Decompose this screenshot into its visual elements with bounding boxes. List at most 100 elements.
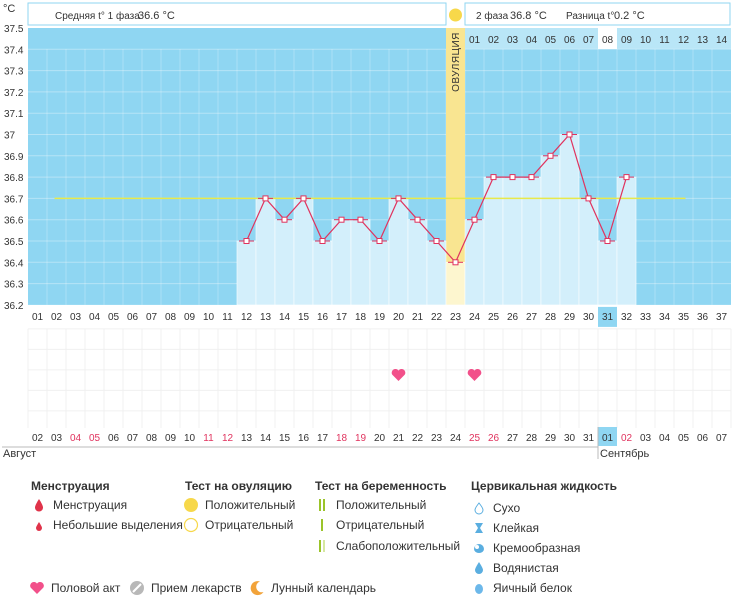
cycle-day-label: 22 [431, 312, 443, 323]
legend-cervical-sticky: Клейкая [471, 520, 539, 536]
phase2-label: 2 фаза [476, 10, 509, 22]
date-label: 09 [165, 433, 177, 444]
legend-label: Яичный белок [493, 581, 572, 595]
circle-filled-icon [183, 497, 199, 513]
ovulation-sun-icon [449, 8, 462, 22]
date-label: 06 [108, 433, 120, 444]
date-label: 07 [127, 433, 139, 444]
phase2-day-label: 04 [526, 35, 538, 46]
date-label: 02 [621, 433, 633, 444]
cycle-day-label: 12 [241, 312, 253, 323]
header-phase1 [27, 2, 447, 26]
date-label: 02 [32, 433, 44, 444]
circle-outline-icon [183, 517, 199, 533]
date-highlight [598, 427, 617, 446]
legend-cervical-title: Цервикальная жидкость [471, 479, 618, 493]
temp-bar [407, 219, 428, 306]
cycle-day-label: 15 [298, 312, 310, 323]
cycle-day-label: 11 [222, 312, 233, 323]
temp-bar [616, 176, 637, 306]
legend-label: Водянистая [493, 561, 559, 575]
month-label-september: Сентябрь [600, 448, 650, 460]
phase2-day-label: 01 [469, 35, 481, 46]
month-label-august: Август [3, 448, 36, 460]
watery-icon [471, 560, 487, 576]
heart-icon [391, 368, 406, 381]
y-tick-label: 36.2 [4, 301, 24, 312]
date-label: 16 [298, 433, 310, 444]
phase2-value: 36.8 °C [510, 10, 547, 22]
phase2-day-label: 06 [564, 35, 576, 46]
faint-bar-icon [314, 538, 330, 554]
cycle-day-label: 24 [469, 312, 481, 323]
temp-point [604, 238, 611, 244]
cycle-day-label: 32 [621, 312, 633, 323]
y-tick-label: 36.7 [4, 194, 24, 205]
temp-point [395, 195, 402, 202]
date-label: 31 [583, 433, 595, 444]
sticky-icon [471, 520, 487, 536]
temp-point [281, 216, 288, 223]
legend-label: Прием лекарств [151, 581, 242, 595]
phase2-day-label: 10 [640, 35, 652, 46]
cycle-day-label: 09 [184, 312, 196, 323]
date-label: 20 [374, 433, 386, 444]
legend-pregnancy-positive: Положительный [314, 497, 426, 513]
cycle-day-label: 23 [450, 312, 462, 323]
temp-point [338, 216, 345, 223]
date-label: 23 [431, 433, 443, 444]
date-label: 21 [393, 433, 405, 444]
cycle-day-label: 16 [317, 312, 329, 323]
legend-medication: Прием лекарств [129, 580, 242, 596]
heart-icon [29, 580, 45, 596]
legend-pregnancy-test-title: Тест на беременность [315, 479, 447, 493]
legend-menstruation: Менструация [31, 497, 127, 513]
temp-point [585, 195, 592, 202]
legend-cervical-egg-white: Яичный белок [471, 580, 572, 596]
temp-bar [312, 240, 333, 306]
temp-bar [597, 240, 618, 306]
cycle-day-label: 28 [545, 312, 557, 323]
y-tick-label: 37.2 [4, 88, 24, 99]
date-label: 30 [564, 433, 576, 444]
ovulation-column [446, 28, 465, 305]
y-tick-label: 36.9 [4, 152, 24, 163]
cycle-day-label: 19 [374, 312, 386, 323]
legend-ovulation-positive: Положительный [183, 497, 295, 513]
phase2-day-label: 02 [488, 35, 500, 46]
phase2-day-label: 07 [583, 35, 595, 46]
y-tick-label: 36.6 [4, 216, 24, 227]
cycle-day-label: 33 [640, 312, 652, 323]
legend-label: Слабоположительный [336, 539, 461, 553]
date-label: 06 [697, 433, 709, 444]
cycle-day-label: 35 [678, 312, 690, 323]
temp-point [623, 174, 630, 181]
legend-label: Клейкая [493, 521, 540, 535]
legend-label: Кремообразная [493, 541, 581, 555]
date-label: 13 [241, 433, 253, 444]
y-tick-label: 37.1 [4, 109, 24, 120]
temp-point [357, 216, 364, 223]
heart-icon [467, 368, 482, 381]
date-label: 14 [260, 433, 272, 444]
cycle-day-label: 18 [355, 312, 367, 323]
y-tick-label: 36.5 [4, 237, 24, 248]
y-tick-label: 37.5 [4, 24, 24, 35]
temp-bar [369, 240, 390, 306]
legend-pregnancy-faint: Слабоположительный [314, 538, 460, 554]
legend-label: Отрицательный [336, 518, 425, 532]
cycle-day-label: 37 [716, 312, 728, 323]
double-bar-icon [314, 497, 330, 513]
header-phase2 [464, 2, 731, 26]
legend-cervical-creamy: Кремообразная [471, 540, 580, 556]
date-label: 25 [469, 433, 481, 444]
date-label: 12 [222, 433, 234, 444]
date-label: 01 [602, 433, 614, 444]
cycle-day-label: 26 [507, 312, 519, 323]
legend-label: Лунный календарь [271, 581, 377, 595]
temp-bar [426, 240, 447, 306]
cycle-day-label: 25 [488, 312, 500, 323]
legend-label: Сухо [493, 501, 521, 515]
temp-point [452, 259, 459, 266]
date-label: 08 [146, 433, 158, 444]
